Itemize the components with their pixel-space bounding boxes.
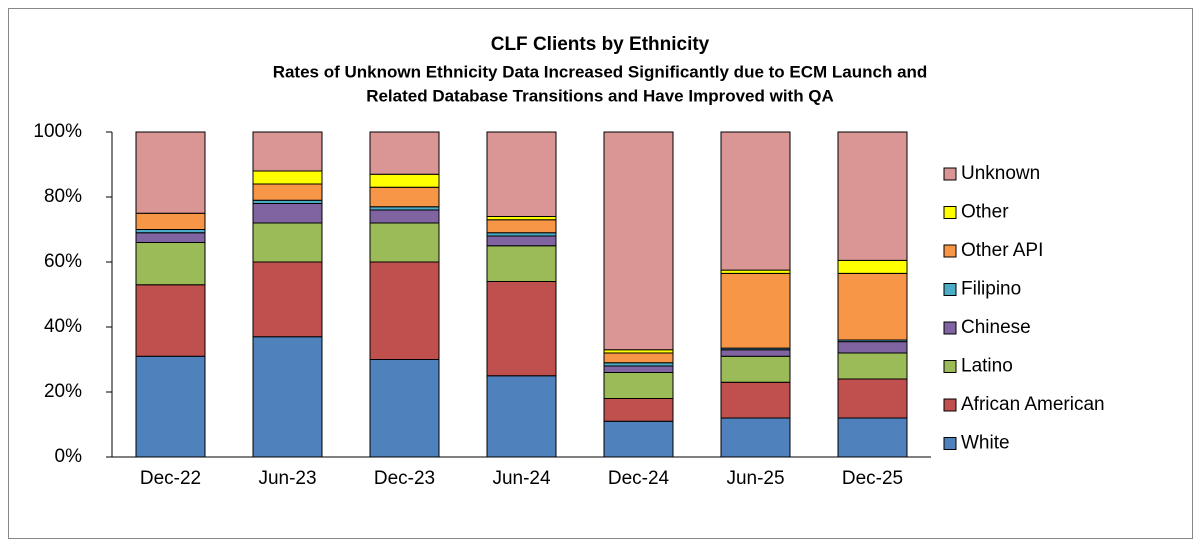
bar-segment	[486, 375, 557, 458]
bar-segment	[603, 352, 674, 364]
legend-label: Other API	[961, 240, 1043, 261]
chart-title: CLF Clients by Ethnicity	[491, 34, 710, 55]
chart-subtitle: Rates of Unknown Ethnicity Data Increase…	[273, 62, 928, 81]
bar-segment	[252, 203, 323, 224]
y-tick-label: 100%	[33, 121, 82, 142]
legend-swatch	[943, 360, 957, 373]
legend-swatch	[943, 244, 957, 258]
legend-swatch	[943, 206, 957, 219]
bar-segment	[720, 131, 791, 271]
bar-segment	[369, 359, 440, 458]
bar-segment	[135, 242, 206, 286]
bar-segment	[720, 355, 791, 383]
bar-segment	[252, 170, 323, 185]
bar-segment	[369, 173, 440, 188]
bar-segment	[837, 378, 908, 419]
y-tick-label: 40%	[44, 316, 82, 337]
x-tick-label: Dec-24	[608, 468, 670, 489]
bar-segment	[369, 186, 440, 208]
legend-label: Latino	[961, 356, 1013, 377]
bar-segment	[837, 352, 908, 380]
x-tick-label: Dec-25	[842, 468, 903, 489]
bar-segment	[135, 232, 206, 243]
bar-segment	[837, 341, 908, 354]
y-tick-label: 20%	[44, 381, 82, 402]
bar-segment	[135, 355, 206, 458]
legend-label: Chinese	[961, 317, 1031, 338]
bar-segment	[486, 219, 557, 234]
bar-segment	[603, 365, 674, 373]
bar-segment	[486, 281, 557, 377]
legend-swatch	[943, 398, 957, 412]
bar-segment	[369, 131, 440, 175]
bar-segment	[252, 336, 323, 458]
bar-segment	[720, 381, 791, 419]
x-tick-label: Jun-25	[726, 468, 784, 489]
chart-frame	[8, 8, 1193, 539]
bar-segment	[720, 349, 791, 357]
bar-segment	[603, 372, 674, 399]
x-tick-label: Jun-24	[492, 468, 551, 489]
legend-swatch	[943, 437, 957, 450]
legend-label: African American	[961, 394, 1105, 415]
bar-segment	[135, 284, 206, 357]
bar-segment	[837, 417, 908, 458]
bar-segment	[252, 222, 323, 263]
legend-swatch	[943, 321, 957, 335]
chart-subtitle: Related Database Transitions and Have Im…	[366, 86, 834, 105]
bar-segment	[837, 131, 908, 261]
y-tick-label: 80%	[44, 186, 82, 207]
x-tick-label: Dec-22	[140, 468, 201, 489]
x-tick-label: Dec-23	[374, 468, 435, 489]
legend-swatch	[943, 283, 957, 296]
bar-segment	[252, 183, 323, 201]
bar-segment	[369, 222, 440, 263]
bar-segment	[486, 245, 557, 282]
bar-segment	[135, 212, 206, 230]
bar-segment	[837, 272, 908, 341]
x-tick-label: Jun-23	[258, 468, 316, 489]
y-tick-label: 60%	[44, 251, 82, 272]
bar-segment	[603, 131, 674, 351]
legend-label: White	[961, 433, 1010, 454]
bar-segment	[603, 420, 674, 458]
legend-label: Filipino	[961, 279, 1021, 300]
bar-segment	[252, 261, 323, 338]
bar-segment	[369, 261, 440, 360]
legend-swatch	[943, 167, 957, 181]
y-tick-label: 0%	[55, 446, 83, 467]
bar-segment	[603, 398, 674, 422]
bar-segment	[486, 235, 557, 247]
legend-label: Other	[961, 202, 1009, 223]
bar-segment	[837, 259, 908, 274]
bar-segment	[486, 131, 557, 217]
bar-segment	[135, 131, 206, 214]
bar-segment	[252, 131, 323, 172]
bar-segment	[720, 417, 791, 458]
bar-segment	[720, 272, 791, 349]
bar-segment	[369, 209, 440, 224]
legend-label: Unknown	[961, 163, 1040, 184]
